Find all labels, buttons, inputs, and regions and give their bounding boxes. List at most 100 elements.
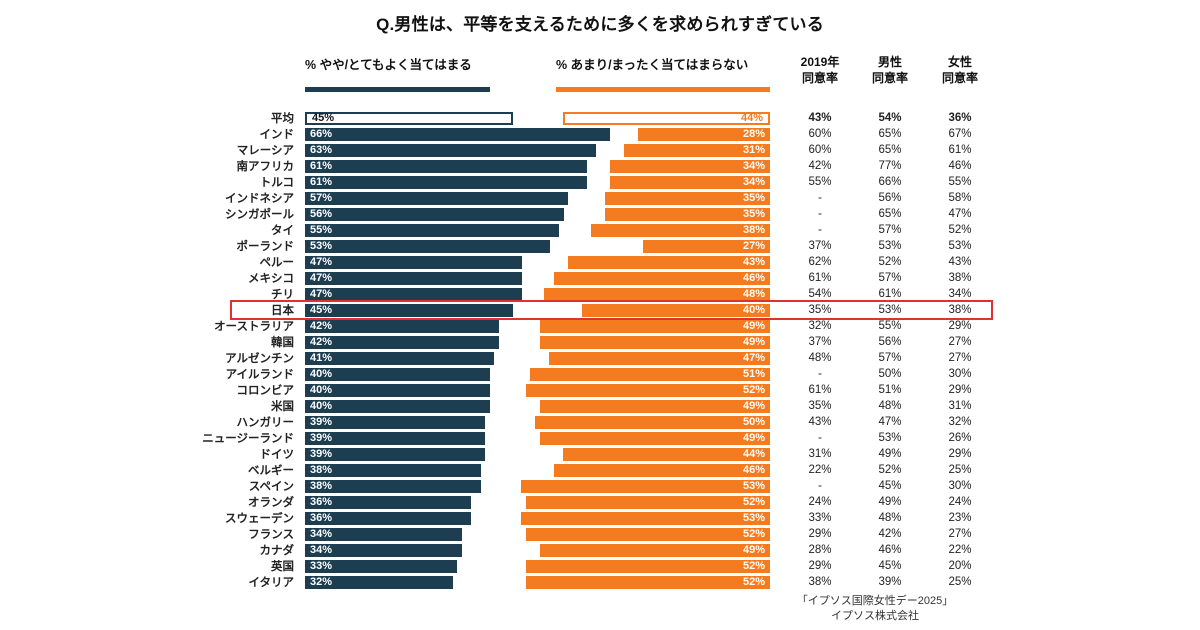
stat-female: 29% <box>948 448 972 460</box>
stat-2019: 29% <box>808 560 832 572</box>
bar-zone: 39% 49% <box>300 431 770 445</box>
disagree-bar: 34% <box>610 159 770 173</box>
stat-female: 55% <box>948 176 972 188</box>
disagree-bar: 49% <box>540 335 770 349</box>
stat-2019: 22% <box>808 464 832 476</box>
bar-zone: 56% 35% <box>300 207 770 221</box>
table-row: マレーシア 63% 31% 60% 65% 61% <box>0 142 995 158</box>
stat-female: 25% <box>948 464 972 476</box>
disagree-bar: 53% <box>521 511 770 525</box>
country-label: トルコ <box>259 177 294 189</box>
disagree-bar: 38% <box>591 223 770 237</box>
stat-male: 66% <box>878 176 902 188</box>
stat-male: 55% <box>878 320 902 332</box>
country-label: チリ <box>271 289 294 301</box>
table-row: ニュージーランド 39% 49% - 53% 26% <box>0 430 995 446</box>
stat-2019: 35% <box>808 400 832 412</box>
table-row: インド 66% 28% 60% 65% 67% <box>0 126 995 142</box>
bar-zone: 39% 50% <box>300 415 770 429</box>
stat-2019: - <box>818 368 822 380</box>
agree-bar: 45% <box>305 111 513 125</box>
table-row: インドネシア 57% 35% - 56% 58% <box>0 190 995 206</box>
stat-2019: 37% <box>808 240 832 252</box>
country-label: シンガポール <box>225 209 294 221</box>
disagree-bar: 34% <box>610 175 770 189</box>
bar-zone: 42% 49% <box>300 319 770 333</box>
chart-title: Q.男性は、平等を支えるために多くを求められすぎている <box>376 15 824 34</box>
country-label: 英国 <box>271 561 294 573</box>
agree-bar: 56% <box>305 207 564 221</box>
stat-male: 56% <box>878 192 902 204</box>
bar-zone: 36% 53% <box>300 511 770 525</box>
disagree-bar: 52% <box>526 559 770 573</box>
stat-2019: 32% <box>808 320 832 332</box>
agree-bar: 36% <box>305 511 471 525</box>
agree-bar: 61% <box>305 159 587 173</box>
stat-2019: 29% <box>808 528 832 540</box>
country-label: インドネシア <box>225 193 294 205</box>
stat-male: 39% <box>878 576 902 588</box>
bar-zone: 36% 52% <box>300 495 770 509</box>
stat-2019: - <box>818 192 822 204</box>
stat-2019: - <box>818 480 822 492</box>
disagree-bar: 31% <box>624 143 770 157</box>
agree-bar: 36% <box>305 495 471 509</box>
stat-female: 53% <box>948 240 972 252</box>
table-row: ポーランド 53% 27% 37% 53% 53% <box>0 238 995 254</box>
disagree-bar: 46% <box>554 463 770 477</box>
legend-agree-line <box>305 87 490 92</box>
agree-bar: 47% <box>305 255 522 269</box>
stat-2019: - <box>818 432 822 444</box>
agree-bar: 66% <box>305 127 610 141</box>
stat-male: 47% <box>878 416 902 428</box>
stat-female: 29% <box>948 384 972 396</box>
stat-2019: - <box>818 224 822 236</box>
disagree-bar: 46% <box>554 271 770 285</box>
stat-2019: 60% <box>808 144 832 156</box>
table-row: ドイツ 39% 44% 31% 49% 29% <box>0 446 995 462</box>
bar-zone: 32% 52% <box>300 575 770 589</box>
disagree-bar: 52% <box>526 527 770 541</box>
disagree-bar: 49% <box>540 543 770 557</box>
bar-zone: 47% 46% <box>300 271 770 285</box>
agree-bar: 39% <box>305 415 485 429</box>
stat-2019: 54% <box>808 288 832 300</box>
stat-male: 53% <box>878 304 902 316</box>
stat-male: 50% <box>878 368 902 380</box>
stat-female: 24% <box>948 496 972 508</box>
stat-female: 26% <box>948 432 972 444</box>
stat-female: 30% <box>948 368 972 380</box>
bar-zone: 47% 48% <box>300 287 770 301</box>
table-row: スペイン 38% 53% - 45% 30% <box>0 478 995 494</box>
agree-bar: 33% <box>305 559 457 573</box>
stat-male: 49% <box>878 496 902 508</box>
agree-bar: 32% <box>305 575 453 589</box>
country-label: 韓国 <box>271 337 294 349</box>
bar-zone: 61% 34% <box>300 159 770 173</box>
bar-zone: 38% 46% <box>300 463 770 477</box>
agree-bar: 38% <box>305 463 481 477</box>
table-row: メキシコ 47% 46% 61% 57% 38% <box>0 270 995 286</box>
disagree-bar: 35% <box>605 207 770 221</box>
country-label: スペイン <box>248 481 294 493</box>
agree-bar: 40% <box>305 383 490 397</box>
agree-bar: 42% <box>305 335 499 349</box>
country-label: ニュージーランド <box>202 433 294 445</box>
stat-2019: 60% <box>808 128 832 140</box>
stat-male: 65% <box>878 144 902 156</box>
disagree-bar: 44% <box>563 111 770 125</box>
stat-male: 54% <box>878 112 902 124</box>
stat-2019: 61% <box>808 384 832 396</box>
stat-male: 77% <box>878 160 902 172</box>
stat-female: 38% <box>948 304 972 316</box>
country-label: アルゼンチン <box>225 353 294 365</box>
stat-female: 27% <box>948 336 972 348</box>
bar-zone: 38% 53% <box>300 479 770 493</box>
bar-zone: 53% 27% <box>300 239 770 253</box>
chart-rows: 平均 45% 44% 43% 54% 36% インド 66% 28% 60% 65% 67% マレーシア… <box>0 110 1000 590</box>
disagree-bar: 48% <box>544 287 770 301</box>
bar-zone: 41% 47% <box>300 351 770 365</box>
stat-female: 61% <box>948 144 972 156</box>
stat-2019: 28% <box>808 544 832 556</box>
stat-2019: 37% <box>808 336 832 348</box>
